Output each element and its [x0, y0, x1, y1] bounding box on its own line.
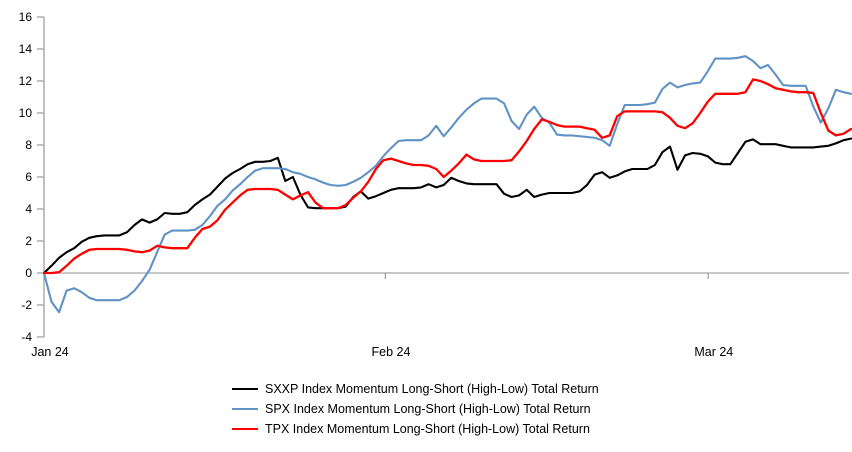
legend-line-spx [232, 408, 258, 410]
y-tick-label: -2 [21, 298, 32, 312]
x-tick-label-jan: Jan 24 [31, 345, 69, 359]
y-tick-label: 10 [18, 106, 32, 120]
legend-item-tpx: TPX Index Momentum Long-Short (High-Low)… [232, 419, 599, 439]
x-tick-label-mar: Mar 24 [694, 345, 734, 359]
legend-line-tpx [232, 428, 258, 430]
y-tick-label: 0 [25, 266, 32, 280]
y-tick-label: 16 [18, 10, 32, 24]
x-tick-label-feb: Feb 24 [371, 345, 411, 359]
y-tick-label: 8 [25, 138, 32, 152]
legend-label-spx: SPX Index Momentum Long-Short (High-Low)… [265, 402, 591, 416]
series-line-spx [42, 55, 852, 314]
legend-line-sxxp [232, 388, 258, 390]
y-tick-label: 2 [25, 234, 32, 248]
y-tick-label: 6 [25, 170, 32, 184]
legend: SXXP Index Momentum Long-Short (High-Low… [232, 379, 599, 439]
legend-item-sxxp: SXXP Index Momentum Long-Short (High-Low… [232, 379, 599, 399]
series-line-tpx [42, 78, 852, 275]
y-tick-label: 12 [18, 74, 32, 88]
y-tick-label: 14 [18, 42, 32, 56]
legend-label-sxxp: SXXP Index Momentum Long-Short (High-Low… [265, 382, 599, 396]
legend-item-spx: SPX Index Momentum Long-Short (High-Low)… [232, 399, 599, 419]
y-tick-label: -4 [21, 330, 32, 344]
series-line-sxxp [42, 137, 852, 275]
y-tick-label: 4 [25, 202, 32, 216]
legend-label-tpx: TPX Index Momentum Long-Short (High-Low)… [265, 422, 590, 436]
